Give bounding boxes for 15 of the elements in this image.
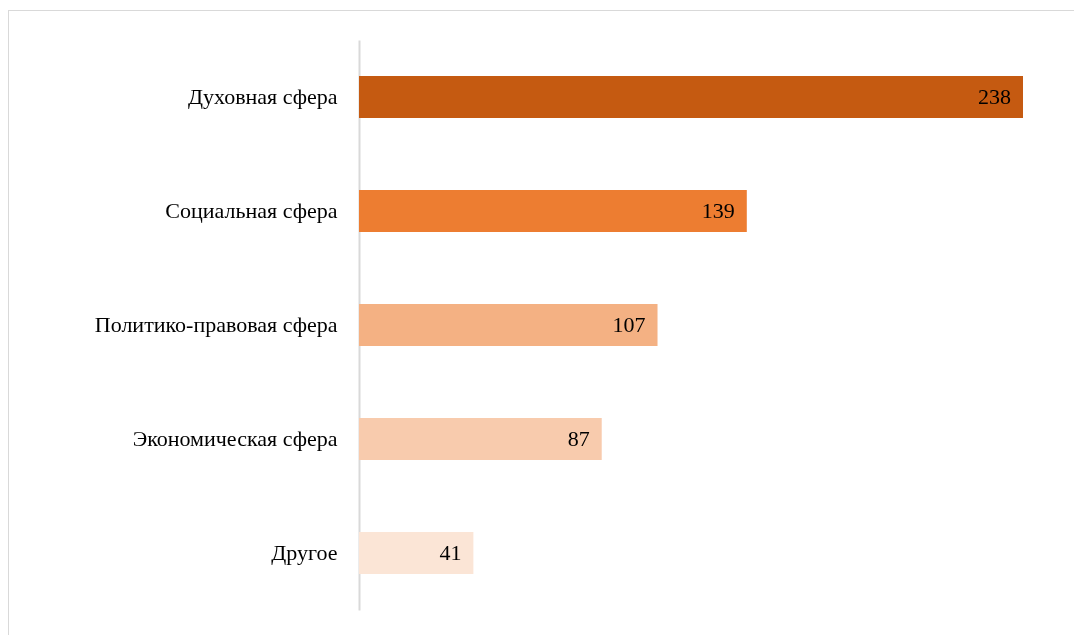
- y-tick-label: Социальная сфера: [165, 198, 338, 223]
- bar: [359, 189, 747, 233]
- data-label: 238: [978, 84, 1011, 109]
- bar: [359, 303, 658, 347]
- data-label: 41: [439, 540, 462, 565]
- bar: [359, 75, 1023, 119]
- bar: [359, 531, 474, 575]
- y-tick-label: Политико-правовая сфера: [94, 312, 338, 337]
- y-tick-label: Духовная сфера: [187, 84, 338, 109]
- y-tick-label: Другое: [271, 540, 338, 565]
- data-label: 107: [612, 312, 646, 337]
- data-label: 139: [701, 198, 735, 223]
- data-label: 87: [567, 426, 590, 451]
- bar: [359, 417, 602, 461]
- y-tick-label: Экономическая сфера: [132, 426, 338, 451]
